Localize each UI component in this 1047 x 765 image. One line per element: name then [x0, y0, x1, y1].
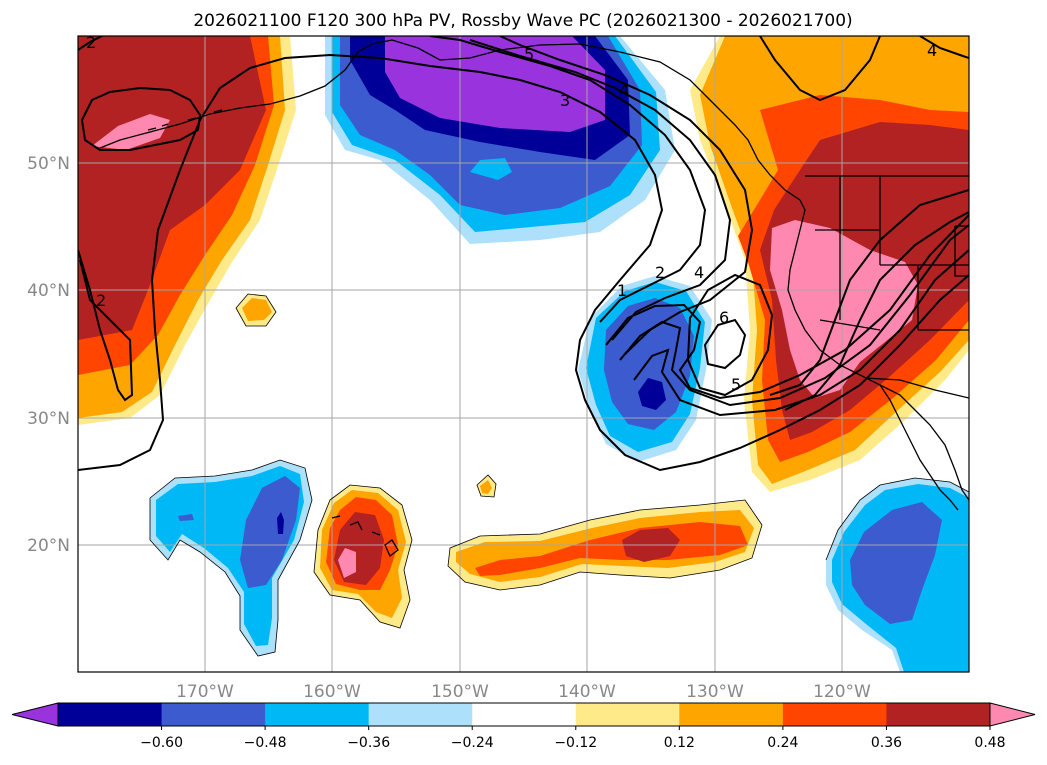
aleutian-islands — [147, 109, 223, 131]
colorbar-segment — [575, 703, 680, 726]
contour-cutoff-3 — [633, 249, 969, 417]
colorbar-segment — [886, 703, 991, 726]
contour-cutoff-2 — [619, 224, 969, 407]
contour-label: 4 — [927, 41, 937, 60]
se-negative-blue — [850, 502, 942, 624]
contour-label: 6 — [719, 308, 729, 327]
colorbar-tick-label: 0.12 — [664, 735, 695, 751]
contour-nw-2 — [78, 36, 103, 51]
contour-ridge-6 — [703, 318, 747, 370]
lon-label-150w: 150°W — [431, 682, 489, 702]
contour-label: 5 — [731, 375, 741, 394]
contour-label: 1 — [617, 281, 627, 300]
colorbar-outline — [57, 702, 991, 727]
colorbar-segment — [782, 703, 887, 726]
tiny-positive-orange — [480, 480, 492, 494]
lat-label-50n: 50°N — [27, 154, 70, 174]
colorbar-tick-label: −0.36 — [347, 735, 390, 751]
contour-label: 2 — [86, 33, 96, 52]
lon-label-120w: 120°W — [813, 682, 871, 702]
colorbar-tick-label: −0.48 — [244, 735, 287, 751]
contour-trough-3 — [469, 39, 732, 341]
contour-north-ridge — [759, 36, 881, 102]
central-negative-navy — [638, 378, 666, 410]
hawaii-islands — [331, 515, 399, 558]
colorbar-segment — [472, 703, 577, 726]
lat-label-20n: 20°N — [27, 536, 70, 556]
sw-negative-navy — [277, 512, 284, 534]
colorbar-tick-label: 0.36 — [871, 735, 902, 751]
central-negative-blue — [604, 298, 694, 430]
contour-trough-outer — [78, 53, 969, 472]
colorbar-extend-max — [989, 702, 1036, 727]
contour-label: 2 — [655, 263, 665, 282]
contour-label: 3 — [560, 91, 570, 110]
map-panel: 5 4 3 2 1 2 4 6 5 4 2 — [77, 33, 970, 673]
band-positive-redorange — [475, 522, 748, 576]
state-lines — [815, 176, 969, 331]
latitude-labels: 50°N 40°N 30°N 20°N — [27, 154, 70, 556]
colorbar-tick-label: −0.12 — [554, 735, 597, 751]
lon-label-160w: 160°W — [303, 682, 361, 702]
colorbar: −0.60 −0.48 −0.36 −0.24 −0.12 0.12 0.24 0.36 0.4… — [11, 702, 1036, 751]
contour-west-loop — [78, 249, 134, 402]
lon-label-140w: 140°W — [558, 682, 616, 702]
colorbar-tick-label: −0.60 — [140, 735, 183, 751]
contour-label: 5 — [524, 45, 534, 64]
lat-label-30n: 30°N — [27, 409, 70, 429]
thin-contours — [149, 293, 969, 657]
plot-title: 2026021100 F120 300 hPa PV, Rossby Wave … — [193, 11, 852, 31]
colorbar-segment — [58, 703, 163, 726]
aleutians — [99, 103, 271, 149]
hawaii-positive-pink — [338, 548, 356, 578]
contour-label: 4 — [694, 263, 704, 282]
contour-cutoff-1 — [605, 214, 969, 400]
colorbar-tick-label: −0.24 — [451, 735, 494, 751]
small-positive-orange — [242, 298, 272, 321]
colorbar-extend-min — [11, 702, 59, 727]
colorbar-segment — [161, 703, 266, 726]
contour-labels: 5 4 3 2 1 2 4 6 5 4 2 — [86, 33, 937, 394]
colorbar-segment — [679, 703, 784, 726]
contour-label: 2 — [96, 291, 106, 310]
west-positive-pink — [92, 114, 170, 150]
contour-east-2 — [784, 211, 969, 411]
colorbar-tick-label: 0.48 — [974, 735, 1005, 751]
sw-negative-navy-dot — [178, 514, 194, 521]
lon-label-170w: 170°W — [176, 682, 234, 702]
baja — [879, 384, 959, 511]
colorbar-segment — [265, 703, 370, 726]
colorbar-segment — [368, 703, 473, 726]
alaska-coast — [269, 39, 801, 201]
contour-ridge-5 — [686, 273, 774, 397]
map-frame — [77, 35, 970, 673]
pv-contours — [78, 36, 969, 472]
colorbar-tick-label: 0.24 — [767, 735, 798, 751]
contour-ne-4 — [919, 36, 969, 59]
sw-negative-blue — [240, 476, 300, 588]
contour-trough-4 — [499, 36, 754, 356]
lon-label-130w: 130°W — [686, 682, 744, 702]
longitude-labels: 170°W 160°W 150°W 140°W 130°W 120°W — [176, 682, 871, 702]
contour-east-1 — [769, 189, 969, 396]
contour-trough-2 — [429, 36, 707, 323]
us-mexico-border — [864, 377, 969, 399]
lat-label-40n: 40°N — [27, 281, 70, 301]
contour-west-2 — [80, 86, 202, 151]
contour-label: 4 — [619, 81, 629, 100]
graticule — [78, 36, 969, 672]
